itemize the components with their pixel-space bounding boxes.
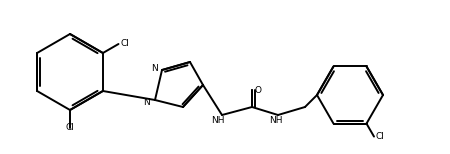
Text: N: N: [144, 97, 150, 107]
Text: N: N: [151, 63, 157, 73]
Text: Cl: Cl: [66, 124, 74, 132]
Text: Cl: Cl: [376, 132, 384, 141]
Text: NH: NH: [269, 116, 283, 124]
Text: Cl: Cl: [120, 39, 129, 49]
Text: O: O: [255, 85, 261, 95]
Text: NH: NH: [211, 116, 225, 124]
